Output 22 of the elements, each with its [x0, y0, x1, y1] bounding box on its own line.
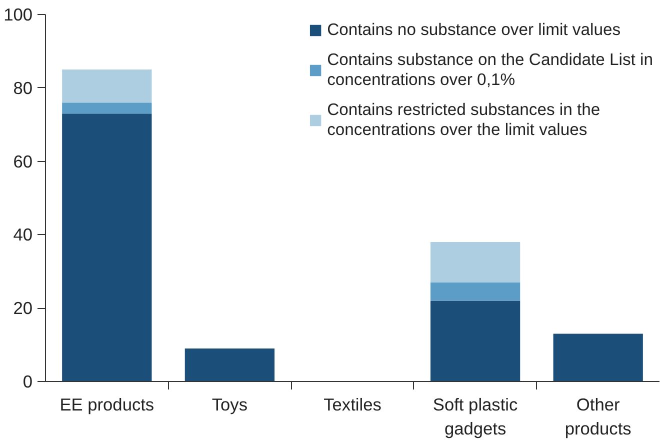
y-tick-label: 40	[13, 224, 33, 245]
y-tick-label: 80	[13, 78, 33, 98]
bar	[62, 114, 152, 382]
x-tick-label: Other products	[564, 394, 632, 438]
y-tick-label: 60	[13, 151, 33, 172]
bar	[430, 282, 520, 301]
x-tick-label: Toys	[212, 394, 248, 414]
bar	[62, 102, 152, 114]
bar	[184, 348, 275, 382]
y-tick-label: 100	[4, 4, 33, 24]
bar	[62, 70, 152, 103]
x-tick-label: EE products	[60, 394, 154, 414]
bar	[430, 300, 520, 382]
y-tick-label: 20	[13, 298, 33, 318]
bar	[430, 242, 520, 282]
legend-label: Contains restricted substances in the concentrations over the limit values	[327, 100, 600, 140]
x-tick-label: Soft plastic gadgets	[432, 394, 518, 438]
y-tick-label: 0	[22, 372, 33, 392]
bar	[553, 334, 643, 382]
legend-label: Contains substance on the Candidate List in concentrations over 0,1%	[327, 50, 653, 90]
legend-label: Contains no substance over limit values	[327, 20, 621, 40]
x-tick-label: Textiles	[324, 394, 382, 414]
